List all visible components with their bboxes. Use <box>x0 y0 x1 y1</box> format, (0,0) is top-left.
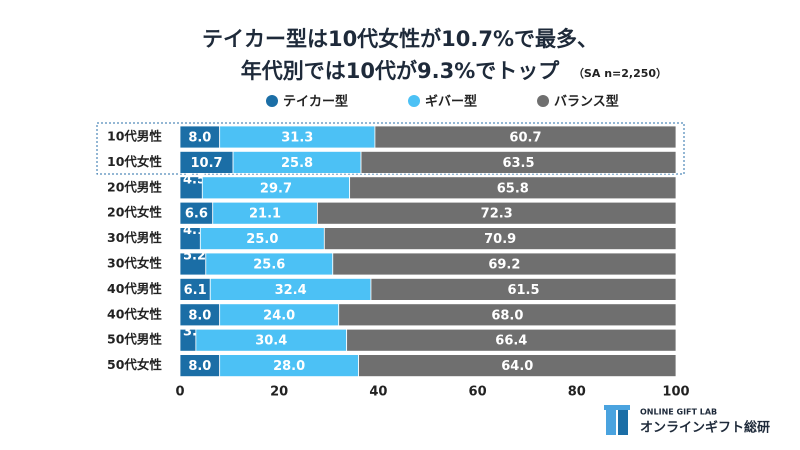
data-label: 65.8 <box>497 181 529 196</box>
brand-ja: オンラインギフト総研 <box>640 420 770 436</box>
data-label: 60.7 <box>509 131 541 146</box>
chart-title: 年代別では10代が9.3%でトップ <box>241 59 560 83</box>
bar-segment <box>370 277 677 301</box>
data-label: 66.4 <box>495 334 527 349</box>
legend-marker <box>266 95 278 107</box>
legend-label: バランス型 <box>554 94 619 110</box>
legend-marker <box>408 95 421 107</box>
x-tick-label: 100 <box>662 385 689 400</box>
legend-marker <box>537 95 550 107</box>
data-label: 6.6 <box>185 207 208 222</box>
chart-title: テイカー型は10代女性が10.7%で最多、 <box>202 27 598 51</box>
data-label: 25.0 <box>246 232 278 247</box>
category-label: 40代男性 <box>107 281 162 296</box>
data-label: 5.2 <box>183 249 206 264</box>
x-tick-label: 60 <box>469 385 487 400</box>
data-label: 64.0 <box>501 359 533 374</box>
bar-segment <box>332 252 677 276</box>
data-label: 68.0 <box>491 308 523 323</box>
bar-segment <box>346 328 677 352</box>
bar-segment <box>338 303 677 327</box>
logo: ONLINE GIFT LAB オンラインギフト総研 <box>604 405 770 436</box>
data-label: 24.0 <box>263 308 295 323</box>
category-label: 20代女性 <box>107 205 162 220</box>
data-label: 4.5 <box>183 172 206 187</box>
category-label: 50代男性 <box>107 332 162 347</box>
x-tick-label: 40 <box>369 385 387 400</box>
data-label: 31.3 <box>281 131 313 146</box>
data-label: 70.9 <box>484 232 516 247</box>
data-label: 32.4 <box>275 283 307 298</box>
legend-label: テイカー型 <box>283 94 348 110</box>
data-label: 8.0 <box>188 308 211 323</box>
note: （SA n=2,250） <box>573 67 667 80</box>
bar-segment <box>358 354 677 378</box>
category-label: 10代男性 <box>107 129 162 144</box>
bar-segment <box>323 227 677 251</box>
data-label: 6.1 <box>184 283 207 298</box>
data-label: 30.4 <box>255 334 287 349</box>
category-label: 10代女性 <box>107 154 162 169</box>
category-label: 30代女性 <box>107 256 162 271</box>
data-label: 61.5 <box>507 283 539 298</box>
data-label: 25.6 <box>253 258 285 273</box>
x-tick-label: 80 <box>568 385 586 400</box>
category-label: 40代女性 <box>107 306 162 321</box>
bar-segment <box>374 125 677 149</box>
data-label: 29.7 <box>260 181 292 196</box>
data-label: 63.5 <box>502 156 534 171</box>
brand-en: ONLINE GIFT LAB <box>640 408 717 417</box>
bar-segment <box>316 201 677 225</box>
legend-label: ギバー型 <box>425 94 477 110</box>
category-label: 20代男性 <box>107 179 162 194</box>
x-tick-label: 20 <box>270 385 288 400</box>
data-label: 69.2 <box>488 258 520 273</box>
bar-segment <box>349 176 677 200</box>
data-label: 8.0 <box>188 131 211 146</box>
highlight-box <box>96 122 685 175</box>
data-label: 21.1 <box>249 207 281 222</box>
data-label: 10.7 <box>190 156 222 171</box>
bar-segment <box>360 150 677 174</box>
x-tick-label: 0 <box>175 385 184 400</box>
data-label: 25.8 <box>281 156 313 171</box>
data-label: 72.3 <box>481 207 513 222</box>
category-label: 50代女性 <box>107 357 162 372</box>
data-label: 8.0 <box>188 359 211 374</box>
category-label: 30代男性 <box>107 230 162 245</box>
data-label: 28.0 <box>273 359 305 374</box>
